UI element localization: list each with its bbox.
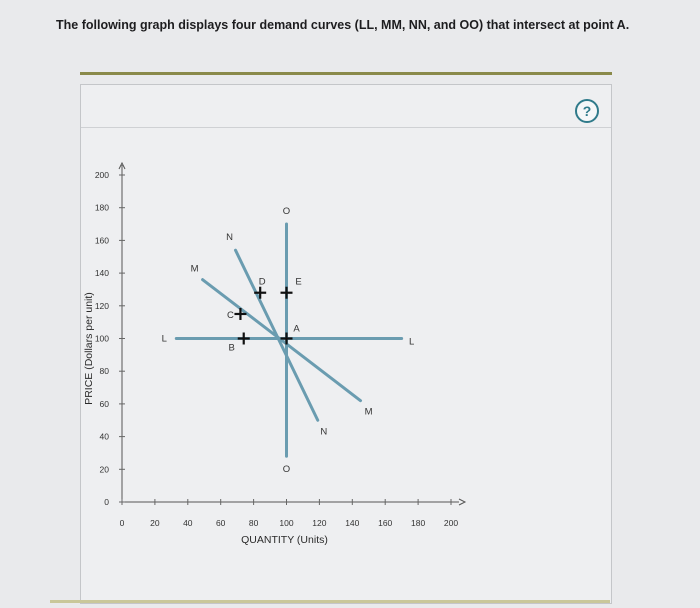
- y-tick-label: 140: [95, 268, 109, 278]
- footer-divider: [50, 600, 610, 603]
- y-tick-label: 160: [95, 235, 109, 245]
- x-tick-label: 20: [150, 518, 160, 528]
- question-text: The following graph displays four demand…: [56, 18, 630, 32]
- y-tick-label: 40: [100, 432, 110, 442]
- curve-label-n-end: N: [320, 426, 327, 437]
- curve-label-l-end: L: [409, 337, 414, 348]
- y-tick-label: 60: [100, 399, 110, 409]
- y-tick-label: 120: [95, 301, 109, 311]
- x-tick-label: 60: [216, 518, 226, 528]
- chart-markers: [234, 286, 293, 345]
- x-tick-label: 180: [411, 518, 425, 528]
- y-tick-label: 180: [95, 203, 109, 213]
- curve-label-m-end: M: [365, 407, 373, 418]
- curve-label-n-start: N: [226, 232, 233, 243]
- x-tick-label: 40: [183, 518, 193, 528]
- x-tick-label: 140: [345, 518, 359, 528]
- x-tick-label: 100: [279, 518, 293, 528]
- curve-label-o-start: O: [283, 206, 290, 217]
- chart-ticks: 0 20 40 60 80 100 120 140 160 180 200 0 20 40 60 80 100 1…: [95, 170, 459, 528]
- point-label-c: C: [227, 310, 234, 321]
- point-a: [280, 332, 293, 345]
- x-tick-label: 0: [120, 518, 125, 528]
- x-tick-label: 80: [249, 518, 259, 528]
- graph-panel: ?: [80, 84, 612, 604]
- x-axis-title: QUANTITY (Units): [241, 534, 328, 546]
- y-tick-label: 200: [95, 170, 109, 180]
- point-label-d: D: [259, 277, 266, 288]
- x-tick-label: 120: [312, 518, 326, 528]
- y-tick-label: 0: [104, 497, 109, 507]
- point-d: [254, 286, 267, 299]
- x-tick-label: 200: [444, 518, 458, 528]
- point-b: [237, 332, 250, 345]
- y-axis-arrow: [118, 161, 126, 170]
- curve-label-o-end: O: [283, 464, 290, 475]
- help-button[interactable]: ?: [575, 99, 599, 123]
- y-tick-label: 80: [100, 366, 110, 376]
- y-tick-label: 20: [100, 464, 110, 474]
- x-tick-label: 160: [378, 518, 392, 528]
- y-axis-title: PRICE (Dollars per unit): [83, 292, 95, 405]
- point-e: [280, 286, 293, 299]
- point-c: [234, 307, 247, 320]
- point-label-b: B: [229, 343, 235, 354]
- chart-curves: [174, 222, 404, 458]
- header-divider: [80, 72, 612, 75]
- point-label-a: A: [293, 324, 300, 335]
- point-label-e: E: [295, 277, 301, 288]
- curve-m: [201, 278, 363, 403]
- curve-label-l-start: L: [162, 334, 167, 345]
- curve-label-m-start: M: [191, 264, 199, 275]
- panel-header-divider: [81, 127, 611, 128]
- x-axis-arrow: [458, 498, 467, 506]
- y-tick-label: 100: [95, 334, 109, 344]
- chart-axes: [118, 161, 467, 506]
- curve-n: [234, 248, 320, 422]
- chart-labels: QUANTITY (Units) PRICE (Dollars per unit)…: [83, 206, 414, 546]
